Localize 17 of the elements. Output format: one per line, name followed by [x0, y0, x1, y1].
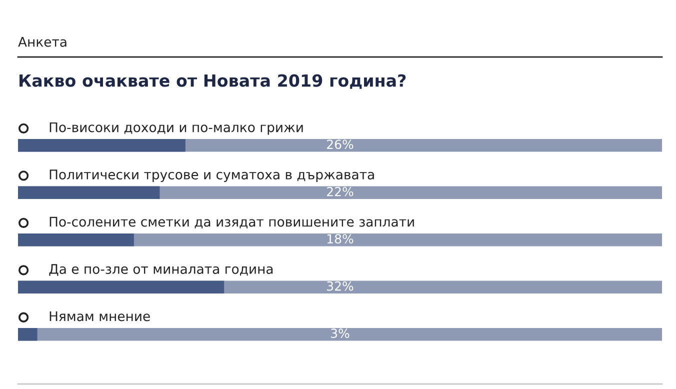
bar [18, 328, 38, 341]
bar [18, 139, 186, 152]
data-label: 18% [327, 234, 354, 244]
y-tick-label: По-солените сметки да изядат повишените заплати [50, 216, 414, 228]
y-tick-label: Да е по-зле от миналата година [49, 264, 273, 276]
data-label: 3% [331, 328, 350, 338]
y-tick-label: Нямам мнение [50, 311, 150, 322]
bar [18, 186, 160, 200]
chart-subtitle: Анкета [18, 37, 66, 47]
data-label: 32% [327, 281, 354, 291]
chart-title: Какво очаквате от Новата 2019 година? [20, 74, 406, 89]
data-label: 22% [327, 186, 354, 196]
data-label: 26% [327, 140, 354, 150]
bar [18, 234, 134, 246]
y-tick-label: Политически трусове и суматоха в държавата [50, 170, 374, 182]
bar [18, 280, 224, 294]
y-tick-label: По-високи доходи и по-малко грижи [50, 122, 303, 135]
